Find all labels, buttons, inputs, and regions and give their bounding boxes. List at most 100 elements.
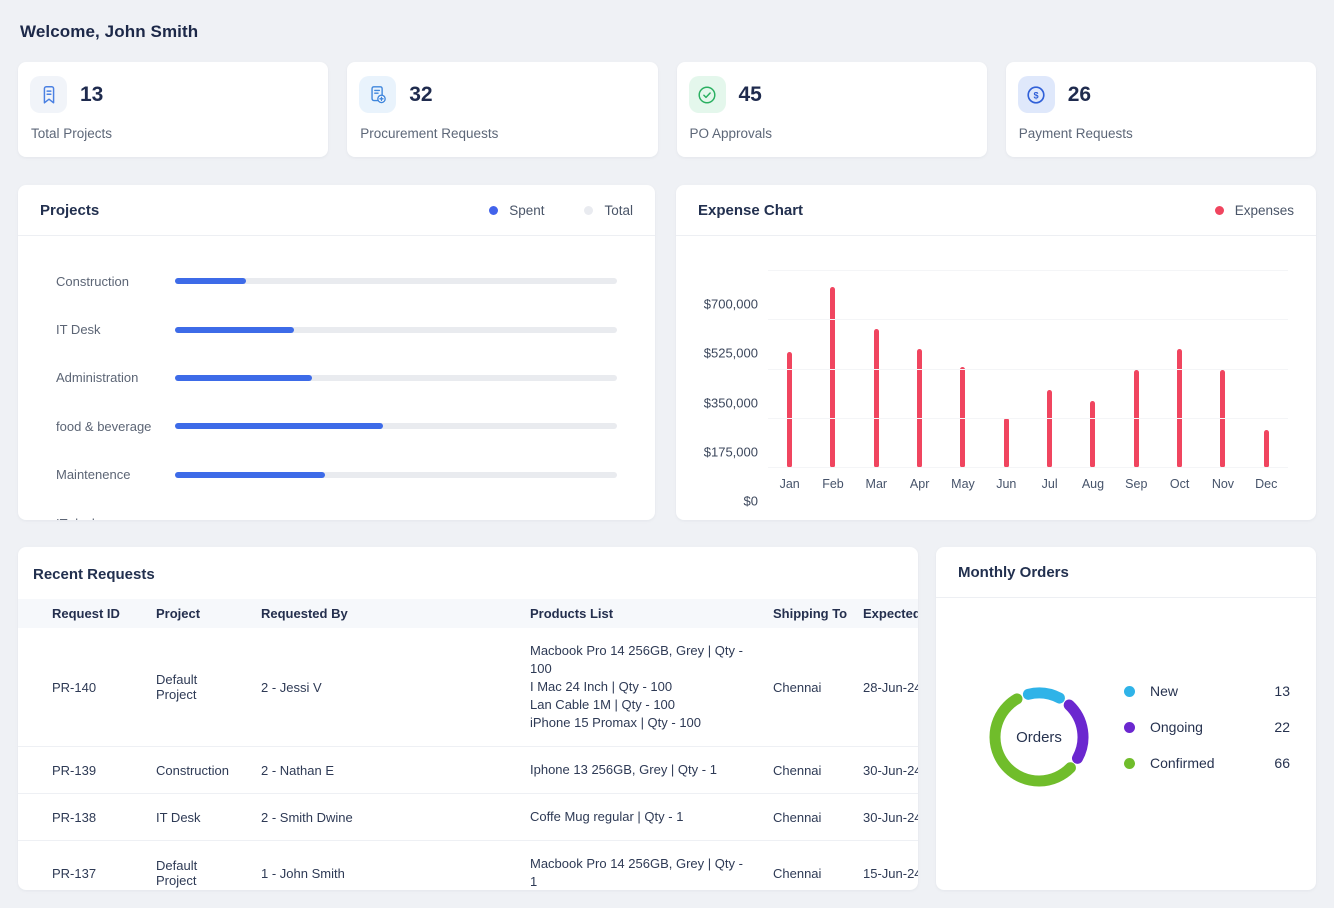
legend-value: 22 (1274, 719, 1290, 735)
projects-title: Projects (40, 201, 100, 219)
donut-svg (984, 682, 1094, 792)
expense-bar-may[interactable] (960, 367, 966, 467)
stat-cards-row: 13 Total Projects 32 Procurement Requests 45… (18, 62, 1316, 157)
expense-bar-oct[interactable] (1177, 349, 1183, 467)
expense-bar-slot (811, 270, 854, 467)
x-axis-label: Mar (865, 477, 888, 491)
monthly-orders-panel: Monthly Orders Orders New 13 Ongoing 22 Conf… (936, 547, 1316, 890)
expense-bar-apr[interactable] (917, 349, 923, 467)
stat-label: PO Approvals (689, 126, 773, 141)
cell-request-id: PR-137 (18, 840, 138, 890)
donut-segment-new[interactable] (986, 684, 1093, 791)
x-axis-label: Jun (996, 477, 1017, 491)
legend-item-expenses[interactable]: Expenses (1214, 203, 1294, 218)
legend-dot (1124, 685, 1135, 697)
expense-bar-mar[interactable] (873, 329, 879, 467)
cell-shipping-to: Chennai (755, 840, 845, 890)
table-row-pr-139[interactable]: PR-139 Construction 2 - Nathan E Iphone 13 … (18, 746, 918, 794)
legend-dot (1214, 205, 1224, 215)
stat-card-payment-requests[interactable]: $26 Payment Requests (1005, 62, 1316, 157)
orders-legend-item-ongoing[interactable]: Ongoing 22 (1124, 719, 1290, 735)
page-title: Welcome, John Smith (20, 22, 199, 41)
donut-segment-ongoing[interactable] (984, 682, 1094, 792)
product-line: Iphone 13 256GB, Grey | Qty - 1 (530, 762, 717, 777)
project-total-track (175, 374, 617, 381)
stat-label: Payment Requests (1018, 126, 1133, 141)
expense-plot (768, 270, 1288, 468)
cell-project: Default Project (138, 628, 243, 747)
projects-panel: Projects Spent Total Construction IT Desk A… (18, 185, 655, 520)
stat-value: 45 (738, 82, 762, 106)
expense-panel: Expense Chart Expenses Jan Feb Mar Apr May Ju… (676, 185, 1316, 520)
expense-panel-header: Expense Chart Expenses (676, 185, 1316, 236)
table-row-pr-140[interactable]: PR-140 Default Project 2 - Jessi V Macbook … (18, 628, 918, 747)
donut-center-label: Orders (1016, 728, 1062, 746)
expense-bar-slot (855, 270, 898, 467)
expense-bar-jan[interactable] (787, 352, 793, 467)
projects-bars: Construction IT Desk Administration food & … (18, 236, 655, 520)
gridline (768, 467, 1288, 468)
legend-item-total[interactable]: Total (584, 203, 633, 218)
expense-x-axis: Jan Feb Mar Apr May Jun Jul Aug Sep Oct Nov Dec (768, 477, 1288, 491)
donut-segment-confirmed[interactable] (984, 682, 1094, 792)
recent-requests-panel: Recent Requests Request ID Project Request… (18, 547, 918, 890)
x-axis-label: Jul (1041, 477, 1058, 491)
expense-bar-jul[interactable] (1047, 390, 1053, 467)
stat-card-total-projects[interactable]: 13 Total Projects (18, 62, 329, 157)
expense-bar-aug[interactable] (1090, 401, 1096, 467)
x-axis-label: Nov (1211, 477, 1235, 491)
dollar-circle-icon: $ (1017, 76, 1055, 113)
legend-dot (1124, 721, 1135, 733)
project-bar-row: Construction (18, 257, 655, 305)
stat-card-top: 13 (30, 76, 316, 113)
legend-value: 13 (1274, 683, 1290, 699)
legend-label: Total (604, 202, 633, 218)
cell-expected-date: 28-Jun-24 (845, 628, 918, 747)
monthly-orders-title: Monthly Orders (958, 563, 1069, 581)
monthly-orders-content: Orders New 13 Ongoing 22 Confirmed 66 (936, 598, 1316, 792)
gridline (768, 270, 1288, 271)
expense-bar-slot (1158, 270, 1201, 467)
y-axis-tick: $700,000 (703, 296, 758, 312)
legend-dot (1124, 757, 1135, 769)
orders-legend-item-confirmed[interactable]: Confirmed 66 (1124, 755, 1290, 771)
expense-bar-jun[interactable] (1003, 418, 1009, 467)
expense-bar-slot (1028, 270, 1071, 467)
x-axis-label: Aug (1081, 477, 1105, 491)
orders-legend-item-new[interactable]: New 13 (1124, 683, 1290, 699)
table-row-pr-137[interactable]: PR-137 Default Project 1 - John Smith Macbo… (18, 840, 918, 890)
stat-card-top: 45 (688, 76, 975, 113)
expense-bar-dec[interactable] (1263, 430, 1269, 467)
project-spent-bar (175, 423, 383, 430)
expense-bar-feb[interactable] (830, 287, 836, 467)
y-axis-tick: $350,000 (703, 395, 758, 410)
x-axis-label: Jan (779, 477, 800, 491)
legend-dot (489, 205, 499, 215)
cell-request-id: PR-138 (18, 793, 138, 841)
gridline (768, 417, 1288, 419)
legend-item-spent[interactable]: Spent (489, 203, 544, 218)
cell-requested-by: 2 - Nathan E (243, 746, 512, 794)
project-total-track (175, 423, 617, 430)
cell-products-list: Macbook Pro 14 256GB, Grey | Qty - 100 I … (512, 628, 755, 747)
x-axis-label: May (951, 477, 975, 491)
table-row-pr-138[interactable]: PR-138 IT Desk 2 - Smith Dwine Coffe Mug re… (18, 793, 918, 841)
stat-value: 13 (80, 82, 104, 106)
expense-bar-slot (941, 270, 984, 467)
orders-donut-chart: Orders (984, 682, 1094, 792)
project-total-track (175, 278, 617, 285)
column-header-expected-date: Expected Date (845, 599, 918, 628)
project-total-track (175, 326, 617, 333)
stat-value: 32 (409, 82, 433, 106)
expense-bar-slot (1071, 270, 1114, 467)
check-circle-icon (688, 76, 726, 113)
stat-card-procurement-requests[interactable]: 32 Procurement Requests (347, 62, 658, 157)
cell-expected-date: 30-Jun-24 (845, 793, 918, 841)
stat-card-po-approvals[interactable]: 45 PO Approvals (676, 62, 987, 157)
project-bar-row: IT desk (18, 499, 655, 520)
cell-requested-by: 2 - Jessi V (243, 628, 512, 747)
product-line: Macbook Pro 14 256GB, Grey | Qty - 100 (530, 643, 743, 676)
legend-dot (584, 205, 594, 215)
project-bar-row: food & beverage (18, 402, 655, 450)
